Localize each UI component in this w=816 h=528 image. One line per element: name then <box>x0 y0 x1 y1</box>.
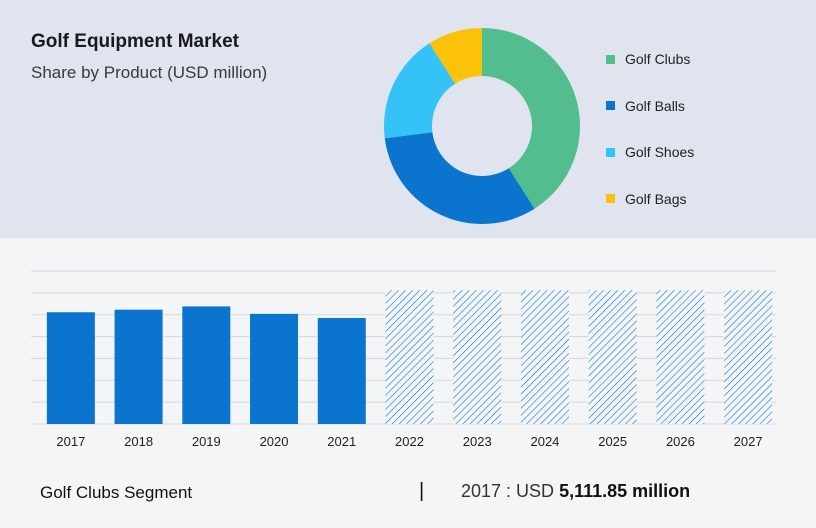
bar-2026 <box>656 290 705 424</box>
x-tick-label-2019: 2019 <box>192 434 221 449</box>
bar-2017 <box>46 312 95 424</box>
donut-slice-golf-bags <box>429 28 482 84</box>
bar-2021 <box>317 317 366 424</box>
donut-slice-golf-shoes <box>384 43 456 139</box>
legend-label-golf-shoes: Golf Shoes <box>625 144 695 160</box>
legend-swatch-golf-shoes <box>606 147 615 157</box>
x-tick-label-2020: 2020 <box>260 434 289 449</box>
footer-separator: | <box>419 480 425 502</box>
segment-value-prefix: 2017 : USD <box>461 481 555 501</box>
bar-2024 <box>520 290 569 424</box>
legend-label-golf-clubs: Golf Clubs <box>625 51 691 67</box>
legend: Golf Clubs Golf Balls Golf Shoes Golf Ba… <box>606 48 694 234</box>
bar-2020 <box>250 313 299 424</box>
bar-2023 <box>453 290 502 424</box>
legend-item-golf-balls: Golf Balls <box>606 95 694 117</box>
segment-value-amount: 5,111.85 million <box>559 481 691 501</box>
x-tick-label-2022: 2022 <box>395 434 424 449</box>
x-tick-label-2017: 2017 <box>56 434 85 449</box>
bar-2027 <box>724 290 773 424</box>
legend-swatch-golf-balls <box>606 101 615 110</box>
legend-label-golf-bags: Golf Bags <box>625 190 687 207</box>
x-tick-label-2025: 2025 <box>598 434 627 449</box>
segment-value: 2017 : USD 5,111.85 million <box>461 481 690 502</box>
chart-subtitle: Share by Product (USD million) <box>31 63 268 82</box>
donut-chart <box>384 28 580 224</box>
donut-slice-golf-clubs <box>482 28 580 209</box>
legend-item-golf-bags: Golf Bags <box>606 188 694 210</box>
bar-2025 <box>588 290 637 424</box>
x-tick-label-2023: 2023 <box>463 434 492 449</box>
bar-chart: 2017 2018 2019 2020 2021 2022 2023 2024 2025 2026… <box>31 270 776 449</box>
x-tick-label-2027: 2027 <box>734 434 763 449</box>
legend-item-golf-shoes: Golf Shoes <box>606 141 694 163</box>
x-tick-label-2024: 2024 <box>530 434 559 449</box>
bar-2018 <box>114 309 163 424</box>
legend-label-golf-balls: Golf Balls <box>625 97 685 114</box>
x-tick-label-2021: 2021 <box>327 434 356 449</box>
x-tick-label-2018: 2018 <box>124 434 153 449</box>
segment-label: Golf Clubs Segment <box>40 483 193 502</box>
donut-slice-golf-balls <box>384 132 535 224</box>
bar-2022 <box>385 290 434 424</box>
legend-swatch-golf-bags <box>606 194 615 203</box>
bar-2019 <box>182 306 231 424</box>
legend-item-golf-clubs: Golf Clubs <box>606 48 694 70</box>
legend-swatch-golf-clubs <box>606 54 615 64</box>
x-tick-label-2026: 2026 <box>666 434 695 449</box>
chart-title: Golf Equipment Market <box>31 31 239 52</box>
